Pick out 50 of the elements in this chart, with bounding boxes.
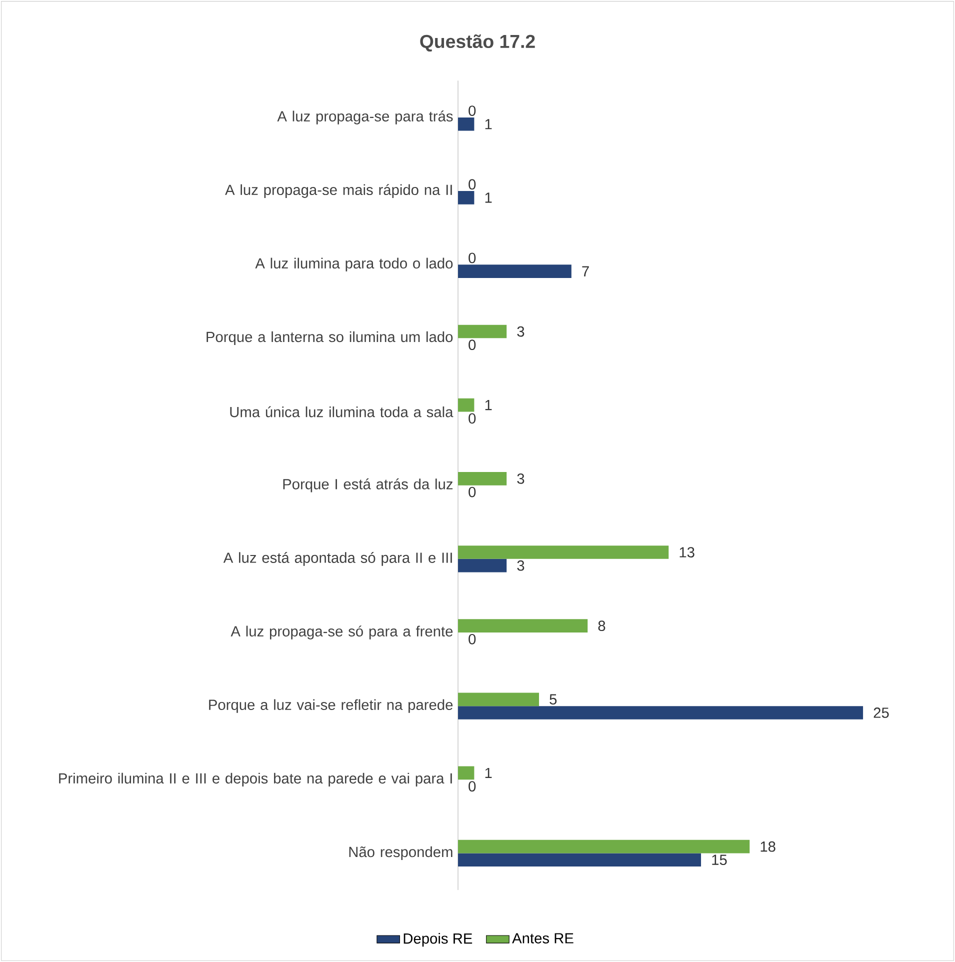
- bar: [458, 117, 474, 131]
- legend-label: Depois RE: [404, 932, 472, 947]
- data-label: 0: [468, 252, 476, 264]
- data-label: 0: [468, 106, 476, 116]
- legend-label: Antes RE: [512, 933, 574, 944]
- y-tick-label: Porque I está atrás da luz: [283, 478, 453, 492]
- data-label: 18: [760, 841, 776, 852]
- data-label: 1: [485, 192, 492, 203]
- bar: [458, 398, 474, 412]
- data-label: 25: [874, 708, 889, 718]
- data-label: 3: [517, 560, 524, 571]
- bar: [458, 706, 864, 720]
- y-tick-label: A luz propaga-se para trás: [277, 110, 453, 124]
- data-label: 0: [468, 413, 476, 424]
- bar: [458, 558, 507, 572]
- y-tick-label: A luz propaga-se só para a frente: [230, 626, 453, 640]
- data-label: 3: [517, 473, 524, 484]
- y-tick-label: Porque a lanterna so ilumina um lado: [206, 331, 453, 346]
- data-label: 7: [582, 266, 589, 276]
- data-label: 1: [485, 768, 492, 778]
- data-label: 1: [485, 119, 492, 130]
- y-tick-label: A luz propaga-se mais rápido na II: [225, 184, 452, 198]
- data-label: 8: [598, 620, 606, 632]
- bar: [458, 840, 750, 854]
- bar: [458, 619, 588, 632]
- data-label: 1: [485, 400, 492, 410]
- bar: [458, 324, 507, 338]
- bar: [458, 853, 702, 867]
- data-label: 0: [468, 634, 476, 644]
- y-tick-label: A luz está apontada só para II e III: [223, 552, 452, 566]
- y-tick-label: Não respondem: [349, 846, 452, 860]
- y-tick-label: Uma única luz ilumina toda a sala: [230, 406, 454, 418]
- data-label: 0: [468, 781, 476, 792]
- data-label: 0: [468, 340, 476, 350]
- bar: [458, 766, 474, 780]
- y-tick-label: A luz ilumina para todo o lado: [255, 258, 453, 272]
- chart-title: Questão 17.2: [420, 34, 535, 52]
- data-label: 5: [550, 694, 557, 705]
- data-label: 15: [712, 854, 727, 866]
- data-label: 0: [468, 179, 476, 190]
- bar: [458, 692, 540, 706]
- data-label: 13: [680, 547, 694, 558]
- data-label: 0: [468, 486, 476, 498]
- y-tick-label: Primeiro ilumina II e III e depois bate na parede e vai para I: [59, 772, 452, 786]
- bar: [458, 472, 507, 486]
- data-label: 3: [517, 326, 524, 337]
- bar: [458, 191, 474, 204]
- bar: [458, 546, 669, 559]
- y-tick-label: Porque a luz vai-se refletir na parede: [209, 699, 453, 713]
- bar: [458, 264, 572, 278]
